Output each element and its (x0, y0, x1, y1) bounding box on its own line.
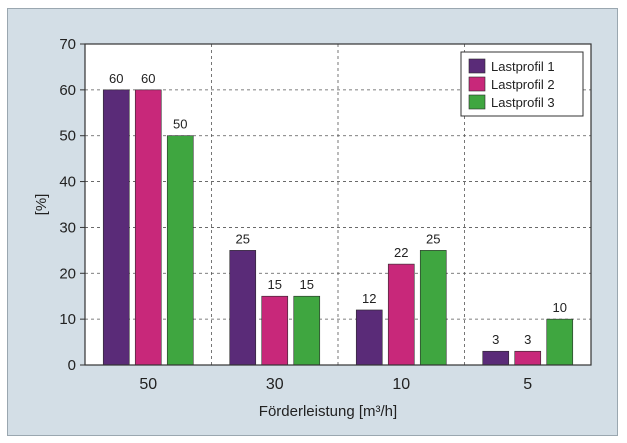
y-tick-label: 20 (59, 265, 76, 282)
bar-lastprofil-3-30 (293, 295, 321, 366)
bar-lastprofil-1-10 (355, 309, 383, 366)
bar-lastprofil-1-5 (482, 350, 510, 366)
bar-lastprofil-1-30 (229, 250, 257, 366)
y-tick-label: 50 (59, 128, 76, 145)
bar-lastprofil-3-5 (546, 318, 574, 366)
data-label: 10 (553, 300, 567, 315)
bar-lastprofil-3-50 (166, 135, 194, 366)
plot-frame (84, 43, 592, 366)
data-label: 15 (300, 277, 314, 292)
legend-swatch (468, 76, 486, 92)
data-label: 22 (394, 245, 408, 260)
bar-lastprofil-2-10 (387, 263, 415, 366)
legend-label: Lastprofil 1 (491, 59, 555, 74)
data-label: 3 (492, 332, 499, 347)
data-label: 12 (362, 291, 376, 306)
y-tick-label: 70 (59, 36, 76, 53)
data-label: 3 (524, 332, 531, 347)
x-tick-label: 30 (266, 376, 284, 393)
bar-lastprofil-2-50 (134, 89, 162, 366)
data-label: 60 (141, 71, 155, 86)
legend: Lastprofil 1 Lastprofil 2 Lastprofil 3 (460, 51, 584, 117)
x-axis-ticks: 50 30 10 5 (139, 376, 532, 393)
x-tick-label: 10 (392, 376, 410, 393)
data-label: 15 (268, 277, 282, 292)
legend-swatch (468, 58, 486, 74)
x-tick-label: 50 (139, 376, 157, 393)
bar-lastprofil-3-10 (419, 250, 447, 366)
bar-lastprofil-1-50 (102, 89, 130, 366)
data-labels: 60 60 50 25 15 15 12 22 25 3 3 10 (109, 71, 567, 347)
y-tick-label: 60 (59, 82, 76, 99)
y-axis-title: [%] (33, 194, 50, 216)
y-tick-label: 0 (68, 357, 76, 374)
legend-label: Lastprofil 3 (491, 95, 555, 110)
y-tick-label: 30 (59, 219, 76, 236)
legend-swatch (468, 94, 486, 110)
bars (102, 89, 574, 366)
legend-label: Lastprofil 2 (491, 77, 555, 92)
y-axis-ticks: 0 10 20 30 40 50 60 70 (59, 36, 85, 374)
data-label: 25 (236, 231, 250, 246)
y-tick-label: 10 (59, 311, 76, 328)
data-label: 25 (426, 231, 440, 246)
bar-lastprofil-2-5 (514, 350, 542, 366)
y-tick-label: 40 (59, 174, 76, 191)
x-tick-label: 5 (523, 376, 532, 393)
bar-lastprofil-2-30 (261, 295, 289, 366)
data-label: 60 (109, 71, 123, 86)
x-axis-title: Förderleistung [m³/h] (259, 403, 397, 420)
data-label: 50 (173, 117, 187, 132)
